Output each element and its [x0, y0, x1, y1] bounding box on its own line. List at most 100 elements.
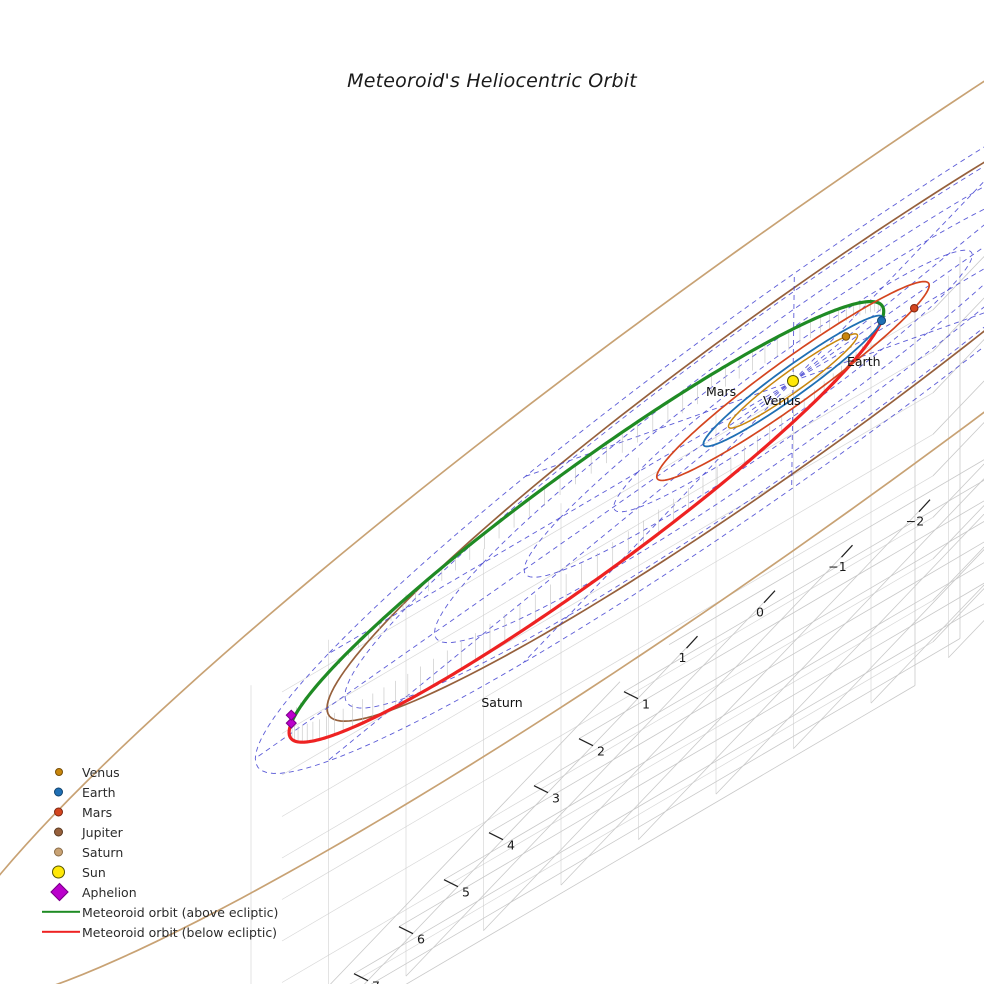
x-tick-label: −1 — [828, 559, 846, 574]
legend-item[interactable]: Venus — [40, 762, 278, 782]
axis-tick — [488, 832, 504, 841]
grid-line — [623, 479, 984, 693]
legend-label: Jupiter — [82, 824, 123, 840]
floor-grid — [330, 459, 984, 984]
y-tick-label: 6 — [417, 932, 425, 947]
grid-line — [281, 599, 934, 983]
grid-line — [560, 499, 931, 886]
grid-line — [370, 638, 961, 984]
legend-item[interactable]: Meteoroid orbit (above ecliptic) — [40, 902, 278, 922]
legend-item[interactable]: Saturn — [40, 842, 278, 862]
legend-item[interactable]: Meteoroid orbit (below ecliptic) — [40, 922, 278, 942]
legend-label: Sun — [82, 864, 106, 880]
legend-swatch-diamond-icon — [40, 882, 82, 902]
legend-label: Aphelion — [82, 884, 137, 900]
legend-item[interactable]: Earth — [40, 782, 278, 802]
ecliptic-polar-grid — [254, 146, 984, 774]
y-tick-label: 2 — [597, 744, 605, 759]
grid-line — [281, 309, 934, 693]
y-tick-label: 3 — [552, 791, 560, 806]
inner-planet-orbits — [655, 280, 931, 482]
marker-aphelion — [285, 717, 297, 729]
planet-orbit-path — [326, 161, 984, 723]
grid-line — [353, 603, 984, 975]
y-tick-label: 1 — [642, 697, 650, 712]
legend-swatch-dot-icon — [40, 842, 82, 862]
grid-line — [405, 685, 916, 984]
body-markers — [285, 303, 919, 729]
legend-item[interactable]: Mars — [40, 802, 278, 822]
legend-item[interactable]: Aphelion — [40, 882, 278, 902]
y-tick-label: 7 — [372, 979, 380, 984]
legend-swatch-dot-icon — [40, 782, 82, 802]
grid-line — [398, 582, 984, 928]
legend-swatch-line-icon — [40, 902, 82, 922]
grid-line — [793, 549, 984, 749]
axis-tick — [398, 926, 414, 935]
legend-item[interactable]: Jupiter — [40, 822, 278, 842]
grid-line — [363, 635, 698, 984]
grid-line — [668, 459, 984, 646]
plot-label-mars: Mars — [706, 384, 736, 399]
grid-line — [405, 590, 776, 977]
grid-line — [533, 521, 984, 787]
x-tick-label: −2 — [906, 514, 924, 529]
polar-spoke — [792, 180, 984, 382]
grid-line — [281, 392, 934, 776]
grid-line — [281, 475, 934, 859]
axis-tick — [686, 635, 698, 649]
legend-label: Meteoroid orbit (above ecliptic) — [82, 904, 279, 920]
legend-label: Mars — [82, 804, 113, 820]
axis-tick — [763, 590, 776, 604]
axis-tick — [578, 738, 594, 747]
polar-spoke — [792, 268, 984, 382]
grid-line — [281, 350, 934, 734]
legend-swatch-dot-icon — [40, 802, 82, 822]
marker-venus — [841, 332, 851, 341]
plot-label-earth: Earth — [847, 354, 881, 369]
grid-line — [870, 584, 984, 704]
axis-tick — [353, 973, 369, 982]
marker-earth — [877, 316, 887, 326]
planet-orbit-path — [702, 314, 884, 448]
marker-aphelion-projection — [285, 709, 297, 721]
marker-mars — [909, 303, 919, 313]
grid-line — [638, 478, 984, 840]
polar-ring — [434, 186, 984, 644]
grid-line — [281, 516, 934, 900]
grid-line — [330, 681, 621, 984]
polar-ring — [613, 249, 973, 513]
legend-label: Meteoroid orbit (below ecliptic) — [82, 924, 278, 940]
polar-ring — [344, 165, 984, 709]
grid-line — [483, 544, 853, 931]
planet-orbit-path — [727, 333, 859, 429]
meteoroid-arc-above-ecliptic — [289, 299, 886, 725]
axis-tick — [918, 499, 931, 513]
grid-line — [932, 338, 984, 394]
grid-line — [281, 558, 934, 942]
legend-swatch-line-icon — [40, 922, 82, 942]
meteoroid-arc-below-ecliptic — [287, 319, 884, 744]
legend-label: Earth — [82, 784, 116, 800]
plot-label-venus: Venus — [763, 393, 801, 408]
axis-panes — [250, 255, 984, 984]
grid-line — [932, 380, 984, 435]
grid-line — [932, 255, 984, 311]
axis-ticks-and-labels: EarthVenusMarsSaturn43210−1−2−3−4−6−5−4−… — [353, 354, 984, 984]
meteoroid-orbit — [287, 299, 886, 744]
grid-line — [715, 513, 984, 795]
legend-label: Saturn — [82, 844, 124, 860]
planet-orbit-path — [655, 280, 931, 482]
legend-item[interactable]: Sun — [40, 862, 278, 882]
axis-tick — [841, 544, 853, 558]
axis-tick — [623, 691, 639, 700]
polar-ring — [254, 146, 984, 774]
grid-line — [281, 433, 934, 817]
polar-spoke — [792, 246, 984, 382]
legend-swatch-dot-icon — [40, 762, 82, 782]
grid-line — [488, 541, 984, 834]
x-tick-label: 1 — [679, 650, 687, 665]
x-tick-label: 0 — [756, 605, 764, 620]
